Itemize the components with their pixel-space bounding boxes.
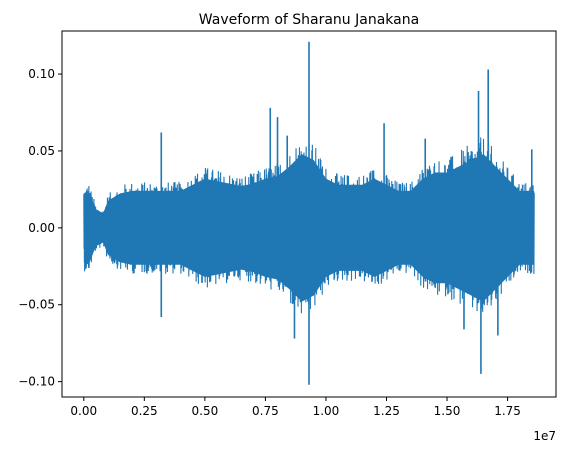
x-tick-label: 0.25 — [131, 404, 158, 418]
x-tick-label: 1.25 — [373, 404, 400, 418]
x-tick-label: 0.75 — [252, 404, 279, 418]
plot-area — [83, 41, 535, 385]
waveform-peaks — [160, 41, 533, 385]
x-tick-label: 0.50 — [192, 404, 219, 418]
x-tick-label: 1.50 — [434, 404, 461, 418]
x-axis: 0.00 0.25 0.50 0.75 1.00 1.25 1.50 1.75 — [70, 397, 521, 418]
y-tick-label: 0.05 — [28, 144, 55, 158]
y-tick-label: −0.05 — [18, 298, 55, 312]
plot-frame — [61, 30, 557, 398]
y-axis: −0.10 −0.05 0.00 0.05 0.10 — [18, 67, 62, 389]
y-tick-label: −0.10 — [18, 375, 55, 389]
x-tick-label: 0.00 — [70, 404, 97, 418]
chart-title: Waveform of Sharanu Janakana — [199, 12, 419, 28]
x-tick-label: 1.75 — [494, 404, 521, 418]
x-axis-offset-label: 1e7 — [533, 429, 556, 443]
y-tick-label: 0.10 — [28, 67, 55, 81]
x-tick-label: 1.00 — [313, 404, 340, 418]
y-tick-label: 0.00 — [28, 221, 55, 235]
